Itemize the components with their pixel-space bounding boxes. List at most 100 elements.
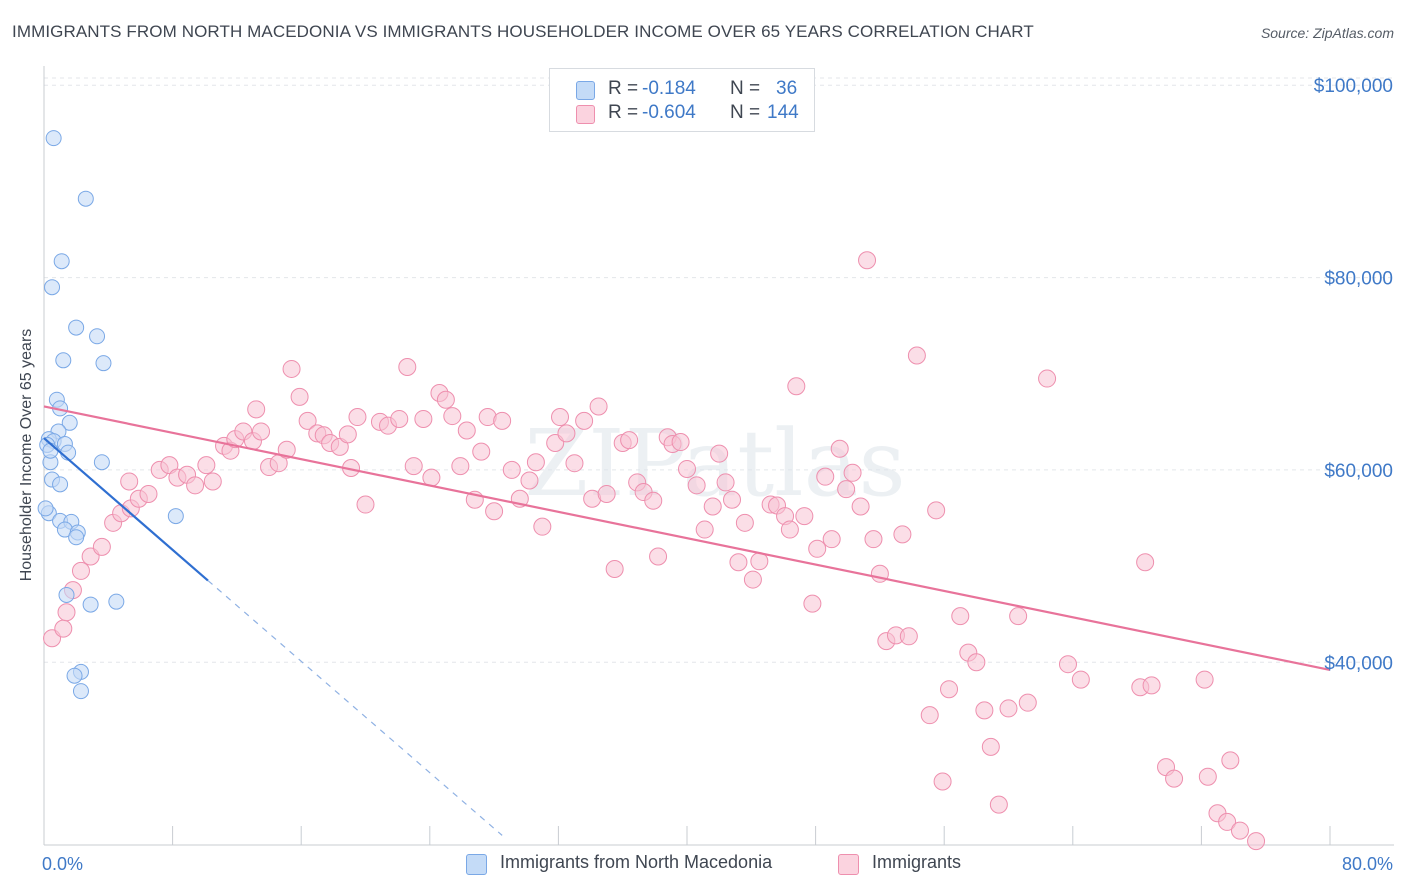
immigrants-point [620, 431, 639, 450]
immigrants-point [348, 408, 367, 427]
north-macedonia-point [61, 414, 78, 431]
immigrants-point [338, 425, 357, 444]
y-tick-label: $60,000 [1324, 461, 1393, 482]
immigrants-point [687, 476, 706, 495]
legend-n-label: N = [730, 78, 761, 99]
immigrants-trendline [43, 405, 1331, 672]
immigrants-point [1058, 655, 1077, 674]
immigrants-point [390, 409, 409, 428]
legend-row-north-macedonia: R = -0.184 N = 36 [550, 77, 814, 103]
immigrants-point [1198, 767, 1217, 786]
immigrants-point [277, 440, 296, 459]
immigrants-point [981, 737, 1000, 756]
immigrants-point [1142, 676, 1161, 695]
immigrants-point [557, 424, 576, 443]
immigrants-point [356, 495, 375, 514]
north-macedonia-point [44, 279, 61, 296]
immigrants-point [54, 619, 73, 638]
legend-n-value: 36 [776, 78, 798, 99]
legend-n-value: 144 [767, 102, 799, 123]
immigrants-point [920, 706, 939, 725]
legend-r-label: R = [608, 102, 639, 123]
immigrants-point [927, 501, 946, 520]
immigrants-point [795, 507, 814, 526]
immigrants-point [502, 460, 521, 479]
north-macedonia-point [68, 319, 85, 336]
immigrants-point [989, 795, 1008, 814]
north-macedonia-point [66, 667, 83, 684]
north-macedonia-point [68, 529, 85, 546]
bottom-legend-label: Immigrants [872, 852, 962, 872]
immigrants-point [1071, 670, 1090, 689]
north-macedonia-point [53, 253, 70, 270]
legend-r-label: R = [608, 78, 639, 99]
immigrants-point [933, 772, 952, 791]
immigrants-point [843, 463, 862, 482]
bottom-legend-label: Immigrants from North Macedonia [500, 852, 773, 872]
immigrants-point [443, 407, 462, 426]
immigrants-point [940, 680, 959, 699]
legend-r-value: -0.184 [642, 78, 696, 99]
immigrants-point [816, 467, 835, 486]
immigrants-point [951, 607, 970, 626]
immigrants-point [899, 627, 918, 646]
immigrants-points [43, 251, 1266, 851]
immigrants-point [597, 484, 616, 503]
immigrants-point [678, 459, 696, 478]
immigrants-point [247, 400, 266, 419]
y-tick-label: $80,000 [1324, 269, 1393, 290]
north-macedonia-point [95, 355, 112, 372]
immigrants-point [71, 561, 90, 580]
immigrants-point [999, 699, 1018, 718]
immigrants-point [1221, 751, 1240, 770]
immigrants-point [1195, 670, 1214, 689]
immigrants-point [1218, 812, 1237, 831]
legend-swatch-blue [576, 81, 595, 100]
x-tick-label: 80.0% [1342, 854, 1393, 874]
immigrants-point [565, 454, 584, 473]
north-macedonia-point [45, 130, 62, 147]
immigrants-point [1230, 821, 1249, 840]
immigrants-point [551, 408, 570, 427]
immigrants-point [252, 422, 271, 441]
immigrants-point [575, 411, 594, 430]
immigrants-point [589, 397, 608, 416]
immigrants-point [197, 456, 216, 475]
trendlines [43, 405, 1331, 836]
north-macedonia-trendline [43, 437, 209, 582]
immigrants-point [803, 594, 822, 613]
immigrants-point [92, 537, 111, 556]
north-macedonia-point [89, 328, 106, 345]
north-macedonia-point [108, 593, 125, 610]
immigrants-point [1009, 607, 1028, 626]
immigrants-point [1165, 769, 1184, 788]
bottom-legend-swatch-blue [466, 854, 487, 875]
north-macedonia-point [55, 352, 72, 369]
correlation-legend: R = -0.184 N = 36 R = -0.604 N = 144 [549, 68, 815, 132]
tick-labels: $40,000 $60,000 $80,000 $100,000 0.0% 80.0% [42, 76, 1393, 874]
immigrants-point [729, 553, 748, 572]
legend-row-immigrants: R = -0.604 N = 144 [550, 101, 814, 127]
immigrants-point [404, 457, 423, 476]
north-macedonia-point [58, 586, 75, 603]
immigrants-point [290, 387, 309, 406]
immigrants-point [907, 346, 926, 365]
immigrants-point [735, 513, 754, 532]
y-tick-label: $40,000 [1324, 653, 1393, 674]
north-macedonia-point [42, 442, 59, 459]
immigrants-point [695, 520, 714, 539]
y-tick-label: $100,000 [1314, 76, 1393, 97]
north-macedonia-point [72, 683, 89, 700]
immigrants-point [787, 377, 806, 396]
immigrants-point [851, 497, 870, 516]
north-macedonia-point [93, 454, 110, 471]
immigrants-point [644, 491, 663, 510]
immigrants-point [858, 251, 877, 270]
immigrants-point [703, 497, 722, 516]
x-tick-label: 0.0% [42, 854, 83, 874]
north-macedonia-points [37, 130, 184, 700]
immigrants-point [57, 603, 76, 622]
immigrants-point [864, 530, 883, 549]
immigrants-point [414, 409, 433, 428]
